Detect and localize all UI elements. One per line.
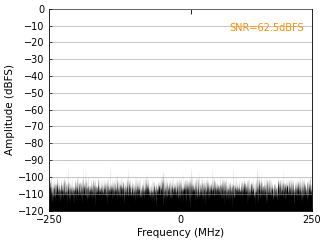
Y-axis label: Amplitude (dBFS): Amplitude (dBFS): [5, 64, 15, 155]
Text: SNR=62.5dBFS: SNR=62.5dBFS: [229, 23, 304, 33]
X-axis label: Frequency (MHz): Frequency (MHz): [137, 228, 224, 238]
